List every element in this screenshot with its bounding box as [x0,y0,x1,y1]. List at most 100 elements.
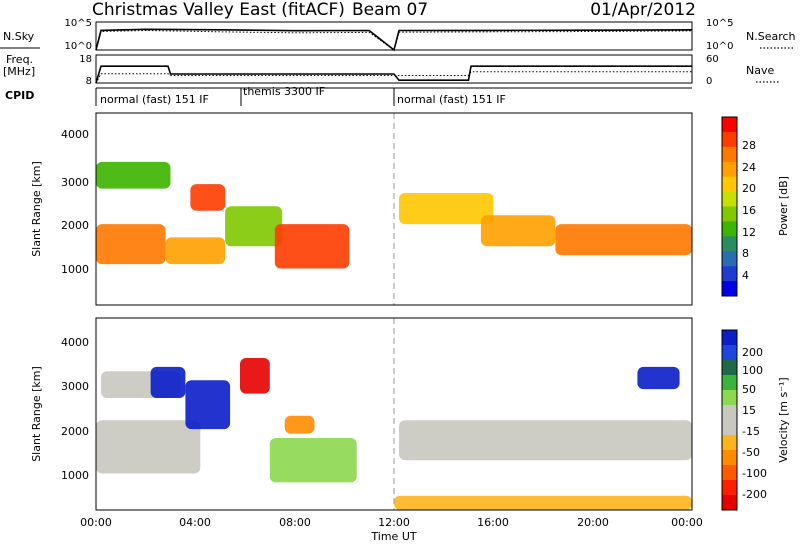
velocity-colorbar-swatch-12 [722,495,737,511]
velocity-colorbar-swatch-2 [722,345,737,361]
velocity-ytick-1000: 1000 [61,469,89,482]
power-region-1 [96,224,166,265]
cpid-segment-1: normal (fast) 151 IF [100,93,209,106]
velocity-cbar-tick-minus100: -100 [742,467,767,480]
velocity-data-marks [96,358,692,510]
velocity-colorbar-swatch-1 [722,330,737,346]
time-axis: 00:00 04:00 08:00 12:00 16:00 20:00 00:0… [80,516,703,543]
velocity-region-5 [240,358,270,394]
power-ytick-1000: 1000 [61,263,89,276]
velocity-region-4 [185,380,231,430]
power-colorbar-swatch-11 [722,266,737,282]
power-colorbar-swatch-1 [722,117,737,133]
power-colorbar-swatch-8 [722,221,737,237]
freq-label: Freq. [6,53,33,66]
freq-series-2 [95,71,692,84]
figure-title: Christmas Valley East (fitACF) [92,0,345,20]
velocity-cbar-tick-minus50: -50 [742,446,760,459]
nsky-label: N.Sky [3,30,35,43]
power-colorbar-swatch-9 [722,236,737,252]
velocity-region-7 [284,415,315,434]
velocity-colorbar-swatch-5 [722,390,737,406]
power-colorbar-swatch-10 [722,251,737,267]
freq-panel: Freq. [MHz] 18 8 60 0 Nave [3,53,780,87]
power-cbar-tick-8: 8 [742,247,749,260]
xtick-2400: 00:00 [671,516,703,529]
cpid-label: CPID [5,89,34,102]
nsky-ytick-bottom: 10^0 [65,41,92,52]
xtick-1200: 12:00 [378,516,410,529]
power-region-9 [555,224,692,256]
velocity-ytick-4000: 4000 [61,336,89,349]
cpid-segment-3: normal (fast) 151 IF [397,93,506,106]
velocity-ytick-2000: 2000 [61,425,89,438]
nave-ytick-bottom: 0 [706,76,712,87]
power-cbar-tick-16: 16 [742,204,756,217]
power-data-marks [96,161,692,269]
power-region-7 [399,193,494,225]
power-region-8 [480,215,556,247]
velocity-cbar-tick-50: 50 [742,383,756,396]
nave-label: Nave [746,64,774,77]
freq-unit-label: [MHz] [3,65,35,78]
velocity-panel: 4000 3000 2000 1000 Slant Range [km] 200… [30,317,790,511]
power-region-5 [225,206,283,247]
power-region-2 [96,161,171,189]
velocity-cbar-tick-200: 200 [742,346,763,359]
velocity-region-6 [269,438,357,483]
velocity-cbar-tick-minus200: -200 [742,488,767,501]
velocity-ytick-3000: 3000 [61,380,89,393]
velocity-colorbar-swatch-11 [722,480,737,496]
power-colorbar-swatch-7 [722,206,737,222]
velocity-colorbar-label: Velocity [m s⁻¹] [777,377,790,462]
power-colorbar-swatch-4 [722,161,737,178]
xaxis-label: Time UT [370,530,416,543]
date-label: 01/Apr/2012 [590,0,696,20]
power-cbar-tick-20: 20 [742,182,756,195]
velocity-ylabel: Slant Range [km] [30,366,43,462]
power-ylabel: Slant Range [km] [30,161,43,257]
freq-series-1 [95,65,692,84]
velocity-cbar-tick-15: 15 [742,404,756,417]
power-ytick-2000: 2000 [61,219,89,232]
nsearch-ytick-bottom: 10^0 [706,41,733,52]
xtick-0000: 00:00 [80,516,112,529]
velocity-cbar-tick-100: 100 [742,364,763,377]
power-ytick-4000: 4000 [61,128,89,141]
power-colorbar-swatch-12 [722,281,737,297]
power-colorbar-swatch-5 [722,176,737,193]
velocity-colorbar-swatch-4 [722,375,737,391]
power-cbar-tick-4: 4 [742,269,749,282]
nave-ytick-top: 60 [706,54,719,65]
velocity-colorbar-swatch-10 [722,465,737,481]
velocity-cbar-tick-minus15: -15 [742,425,760,438]
power-panel: 4000 3000 2000 1000 Slant Range [km] 28 … [30,112,790,306]
power-region-4 [190,184,226,211]
nsearch-label: N.Search [746,30,796,43]
xtick-0400: 04:00 [179,516,211,529]
power-ytick-3000: 3000 [61,176,89,189]
power-region-3 [165,237,226,265]
beam-label: Beam 07 [352,0,428,20]
velocity-region-9 [394,495,692,510]
power-colorbar-swatch-2 [722,131,737,148]
nsky-series-2 [95,29,693,51]
velocity-colorbar-swatch-3 [722,360,737,376]
power-colorbar-label: Power [dB] [777,176,790,236]
nsearch-ytick-top: 10^5 [706,18,733,29]
velocity-region-10 [637,366,680,390]
power-cbar-tick-12: 12 [742,226,756,239]
cpid-strip: CPID normal (fast) 151 IF themis 3300 IF… [5,85,692,106]
velocity-region-3 [150,366,186,398]
xtick-2000: 20:00 [577,516,609,529]
freq-ytick-top: 18 [79,54,92,65]
velocity-colorbar [722,330,737,511]
nsky-panel: N.Sky 10^5 10^0 10^5 10^0 N.Search [0,18,796,52]
power-colorbar-swatch-6 [722,191,737,207]
xtick-0800: 08:00 [279,516,311,529]
velocity-colorbar-swatch-9 [722,450,737,466]
power-colorbar-swatch-3 [722,146,737,163]
cpid-segment-2: themis 3300 IF [243,85,325,98]
velocity-colorbar-swatch-7 [722,420,737,436]
